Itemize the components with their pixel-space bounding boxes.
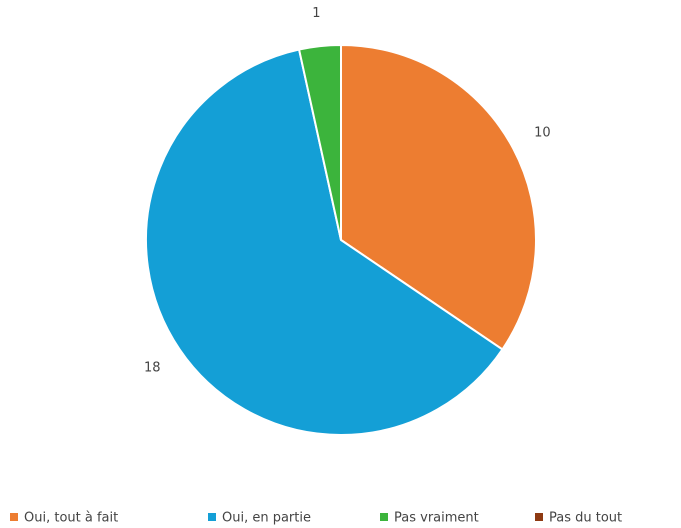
legend-label: Oui, tout à fait <box>24 511 118 526</box>
legend-label: Pas du tout <box>549 511 622 526</box>
legend-swatch <box>380 513 388 521</box>
legend-swatch <box>208 513 216 521</box>
legend-swatch <box>535 513 543 521</box>
legend-label: Oui, en partie <box>222 511 311 526</box>
legend-swatch <box>10 513 18 521</box>
data-label: 1 <box>312 6 320 21</box>
legend-label: Pas vraiment <box>394 511 479 526</box>
pie-slice <box>340 43 537 351</box>
data-label: 10 <box>534 126 551 141</box>
data-label: 18 <box>144 360 161 375</box>
pie-slice <box>145 48 504 436</box>
